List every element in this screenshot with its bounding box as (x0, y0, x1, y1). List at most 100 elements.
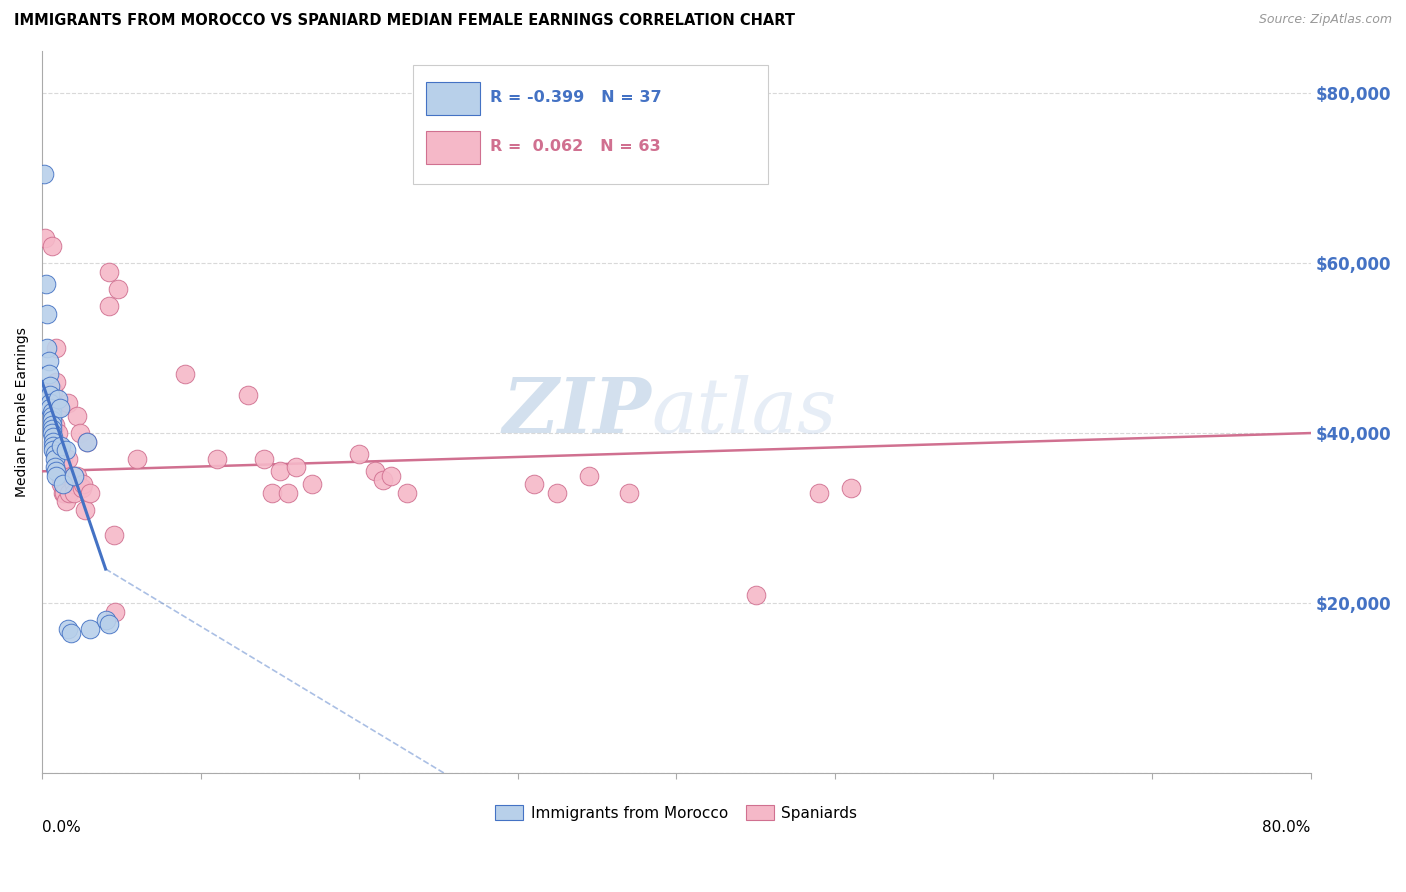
Immigrants from Morocco (35, 307, 58, 321)
Immigrants from Morocco (38, 354, 60, 368)
Spaniards (173, 367, 195, 381)
Spaniards (48, 460, 70, 475)
Immigrants from Morocco (41, 409, 63, 423)
Immigrants from Morocco (39, 388, 62, 402)
Spaniards (52, 451, 75, 466)
Text: ZIP: ZIP (502, 375, 651, 449)
Spaniards (63, 477, 86, 491)
Spaniards (52, 485, 75, 500)
FancyBboxPatch shape (426, 82, 479, 115)
Immigrants from Morocco (41, 417, 63, 432)
Spaniards (55, 494, 77, 508)
Text: 80.0%: 80.0% (1263, 820, 1310, 835)
Spaniards (277, 485, 299, 500)
Spaniards (744, 587, 766, 601)
Y-axis label: Median Female Earnings: Median Female Earnings (15, 326, 30, 497)
Spaniards (269, 464, 291, 478)
Spaniards (42, 384, 65, 398)
Spaniards (44, 439, 66, 453)
Immigrants from Morocco (41, 405, 63, 419)
Spaniards (72, 477, 94, 491)
FancyBboxPatch shape (412, 65, 768, 185)
Immigrants from Morocco (39, 401, 62, 415)
Spaniards (48, 468, 70, 483)
Immigrants from Morocco (63, 468, 86, 483)
Immigrants from Morocco (39, 379, 62, 393)
Spaniards (364, 464, 387, 478)
Immigrants from Morocco (48, 401, 70, 415)
Spaniards (51, 456, 73, 470)
Spaniards (380, 468, 402, 483)
Spaniards (107, 282, 129, 296)
Immigrants from Morocco (41, 425, 63, 440)
Text: 0.0%: 0.0% (42, 820, 82, 835)
Immigrants from Morocco (42, 439, 65, 453)
Immigrants from Morocco (97, 617, 120, 632)
Spaniards (127, 451, 149, 466)
Text: IMMIGRANTS FROM MOROCCO VS SPANIARD MEDIAN FEMALE EARNINGS CORRELATION CHART: IMMIGRANTS FROM MOROCCO VS SPANIARD MEDI… (14, 13, 794, 29)
Immigrants from Morocco (51, 439, 73, 453)
Immigrants from Morocco (42, 430, 65, 444)
Spaniards (97, 299, 120, 313)
Spaniards (46, 425, 69, 440)
Immigrants from Morocco (42, 434, 65, 449)
Immigrants from Morocco (39, 396, 62, 410)
Spaniards (617, 485, 640, 500)
Spaniards (395, 485, 418, 500)
Immigrants from Morocco (44, 451, 66, 466)
Spaniards (59, 468, 82, 483)
Immigrants from Morocco (41, 422, 63, 436)
FancyBboxPatch shape (426, 131, 479, 164)
Text: atlas: atlas (651, 375, 837, 449)
Immigrants from Morocco (79, 622, 101, 636)
Spaniards (53, 485, 76, 500)
Spaniards (73, 502, 96, 516)
Spaniards (46, 401, 69, 415)
Immigrants from Morocco (35, 277, 58, 292)
Spaniards (104, 605, 127, 619)
Immigrants from Morocco (45, 468, 67, 483)
Text: Source: ZipAtlas.com: Source: ZipAtlas.com (1258, 13, 1392, 27)
Spaniards (523, 477, 546, 491)
Immigrants from Morocco (52, 477, 75, 491)
Spaniards (53, 477, 76, 491)
Spaniards (56, 451, 79, 466)
Immigrants from Morocco (46, 392, 69, 406)
Spaniards (79, 485, 101, 500)
Immigrants from Morocco (44, 447, 66, 461)
Spaniards (76, 434, 98, 449)
Spaniards (253, 451, 276, 466)
Immigrants from Morocco (56, 622, 79, 636)
Immigrants from Morocco (38, 367, 60, 381)
Spaniards (52, 468, 75, 483)
Spaniards (41, 239, 63, 253)
Immigrants from Morocco (44, 460, 66, 475)
Spaniards (45, 341, 67, 355)
Spaniards (103, 528, 125, 542)
Spaniards (839, 481, 862, 495)
Spaniards (284, 460, 307, 475)
Spaniards (56, 396, 79, 410)
Immigrants from Morocco (59, 625, 82, 640)
Spaniards (51, 477, 73, 491)
Spaniards (34, 230, 56, 244)
Spaniards (578, 468, 600, 483)
Immigrants from Morocco (35, 341, 58, 355)
Immigrants from Morocco (94, 613, 117, 627)
Spaniards (66, 409, 89, 423)
Immigrants from Morocco (32, 167, 55, 181)
Legend: Immigrants from Morocco, Spaniards: Immigrants from Morocco, Spaniards (489, 798, 863, 827)
Spaniards (58, 485, 80, 500)
Spaniards (69, 425, 91, 440)
Spaniards (66, 468, 89, 483)
Spaniards (205, 451, 228, 466)
Spaniards (70, 481, 93, 495)
Spaniards (46, 443, 69, 458)
Spaniards (546, 485, 568, 500)
Spaniards (808, 485, 831, 500)
Spaniards (262, 485, 284, 500)
Text: R = -0.399   N = 37: R = -0.399 N = 37 (489, 90, 662, 105)
Immigrants from Morocco (45, 464, 67, 478)
Spaniards (97, 264, 120, 278)
Spaniards (238, 388, 260, 402)
